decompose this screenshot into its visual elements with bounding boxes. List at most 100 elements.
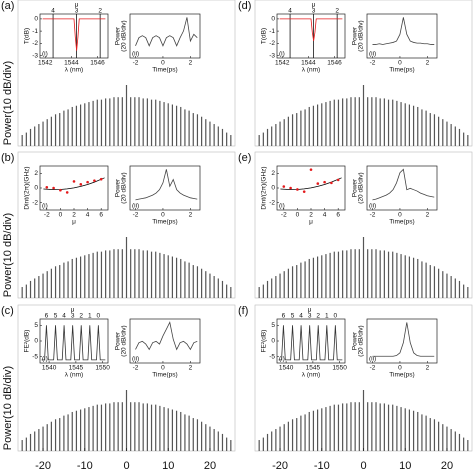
comb-line [321,255,323,298]
comb-line [400,254,402,298]
comb-line [163,407,165,451]
comb-line [221,433,224,451]
trace [135,17,198,47]
point [296,188,299,191]
comb-line [392,251,394,298]
comb-line [230,440,232,451]
comb-line [450,124,452,146]
comb-line [262,284,264,298]
point [93,179,96,182]
comb-line [46,271,48,298]
comb-line [46,119,48,146]
comb-line [84,103,86,146]
comb-line [321,103,323,146]
comb-line [271,431,273,451]
comb-line [54,419,57,451]
comb-line [442,424,444,451]
comb-line [221,280,224,298]
comb-line [29,128,32,146]
comb-line [433,114,436,146]
point [336,178,340,182]
comb-line [450,276,452,298]
comb-line [266,280,269,298]
comb-line [291,419,294,451]
panel-label: (a) [1,0,14,12]
comb-line [283,119,285,146]
y-axis-label: FE²(dB) [24,330,31,353]
y-tick-label: -5 [32,353,38,360]
y-axis-label: Dint/(2π)(GHz) [24,166,31,209]
comb-line [446,121,448,146]
point [302,190,306,193]
trace [372,17,435,45]
comb-line [308,411,310,451]
mode-label: 4 [62,313,66,320]
comb-line [88,254,90,298]
x-tick-label: 0 [398,212,402,219]
inset-label: (ii) [369,356,376,363]
comb-line [279,121,281,146]
x-tick-label: 2 [426,365,430,372]
comb-line [105,250,107,298]
comb-line [412,105,415,146]
x-tick-label: 2 [426,60,430,67]
point [330,181,333,185]
comb-line [296,113,298,146]
comb-line [192,418,194,451]
mode-symbol: μ [71,307,75,314]
comb-line [425,415,427,451]
x-axis-label: μ [309,219,313,226]
comb-line [438,268,440,298]
comb-line [358,97,360,146]
comb-line [100,404,103,451]
comb-line [121,402,123,451]
comb-line [209,121,211,146]
comb-line [354,249,356,298]
comb-line [125,85,128,146]
comb-line [50,268,52,298]
comb-line [371,249,373,298]
point [45,185,49,189]
comb-line [279,273,281,298]
comb-line [450,429,452,451]
y-axis-label: FE²(dB) [261,330,268,353]
mode-symbol: μ [312,2,316,9]
comb-line [379,98,381,146]
comb-line [287,268,289,298]
trace [372,168,435,201]
comb-line [375,249,377,298]
comb-line [308,258,310,298]
comb-line [350,97,352,146]
comb-line [50,421,52,451]
comb-line [96,251,98,298]
comb-line [175,410,178,451]
comb-line [358,402,360,451]
comb-line [209,273,211,298]
comb-line [88,407,90,451]
inset-frame [366,165,438,211]
comb-line [412,410,415,451]
comb-line [201,421,203,451]
comb-line [454,278,456,298]
comb-line [63,415,65,451]
comb-line [342,250,344,298]
comb-line [346,403,348,451]
comb-line [138,97,140,146]
comb-line [362,390,365,451]
comb-line [383,250,385,298]
comb-line [38,276,40,298]
comb-line [316,409,319,451]
comb-line [396,405,398,451]
comb-line [155,251,157,298]
comb-line [400,407,402,451]
comb-line [84,408,86,451]
mode-label: 5 [291,313,295,320]
comb-line [342,98,344,146]
comb-line [117,402,119,451]
comb-line [367,97,369,146]
comb-line [100,251,103,298]
comb-line [346,98,348,146]
comb-line [442,271,444,298]
comb-line [105,98,107,146]
x-tick-label: 4 [86,212,90,219]
